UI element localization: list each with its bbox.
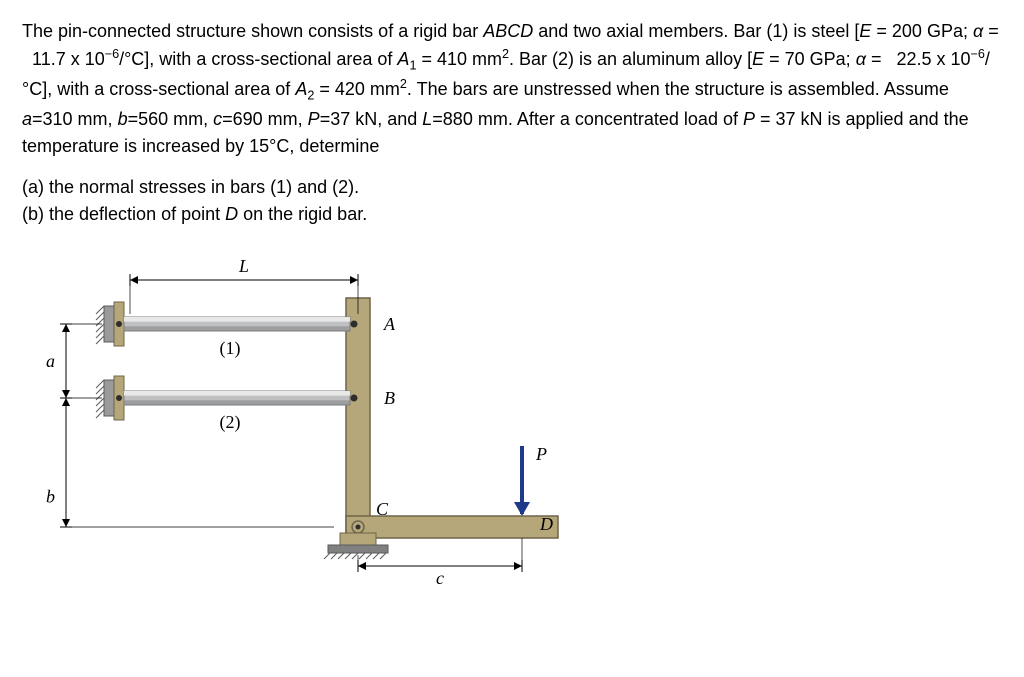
txt: 22.5 x 10 (896, 49, 970, 69)
svg-text:L: L (238, 256, 249, 276)
txt: and two axial members. Bar (1) is steel … (533, 21, 859, 41)
txt: /°C], with a cross-sectional area of (119, 49, 397, 69)
txt: on the rigid bar. (238, 204, 367, 224)
txt: =310 mm, (32, 109, 118, 129)
svg-text:b: b (46, 486, 55, 506)
exp: −6 (105, 47, 119, 61)
txt: =560 mm, (128, 109, 214, 129)
sym-L: L (422, 109, 432, 129)
txt: =37 kN, and (320, 109, 423, 129)
sym-D: D (225, 204, 238, 224)
svg-text:c: c (436, 568, 444, 586)
svg-text:a: a (46, 351, 55, 371)
label-abcd: ABCD (483, 21, 533, 41)
sym-P: P (308, 109, 320, 129)
exp: −6 (971, 47, 985, 61)
txt: = 410 mm (416, 49, 502, 69)
svg-text:B: B (384, 388, 395, 408)
txt: = 200 GPa; (871, 21, 973, 41)
sym-alpha: α (973, 21, 983, 41)
txt: . The bars are unstressed when the struc… (407, 79, 949, 99)
structure-diagram: L (1) (2) A B C D Pa b c (22, 246, 582, 586)
sym-E: E (752, 49, 764, 69)
sym-P: P (743, 109, 755, 129)
questions: (a) the normal stresses in bars (1) and … (22, 174, 1002, 228)
txt: 11.7 x 10 (32, 49, 105, 69)
sym-b: b (118, 109, 128, 129)
txt: = (866, 49, 887, 69)
sym-A: A (397, 49, 409, 69)
sym-a: a (22, 109, 32, 129)
sym-E: E (859, 21, 871, 41)
figure: L (1) (2) A B C D Pa b c (22, 246, 1002, 586)
svg-text:P: P (535, 444, 547, 464)
sym-alpha: α (856, 49, 866, 69)
question-b: (b) the deflection of point D on the rig… (22, 201, 1002, 228)
exp: 2 (400, 77, 407, 91)
txt: =690 mm, (222, 109, 308, 129)
svg-text:C: C (376, 499, 389, 519)
sym-A: A (295, 79, 307, 99)
txt: = (983, 21, 999, 41)
problem-statement: The pin-connected structure shown consis… (22, 18, 1002, 160)
txt: The pin-connected structure shown consis… (22, 21, 483, 41)
exp: 2 (502, 47, 509, 61)
svg-text:(2): (2) (220, 412, 241, 433)
svg-text:A: A (383, 314, 396, 334)
txt: =880 mm. After a concentrated load of (432, 109, 743, 129)
txt: . Bar (2) is an aluminum alloy [ (509, 49, 752, 69)
svg-text:(1): (1) (220, 338, 241, 359)
sym-c: c (213, 109, 222, 129)
txt: = 420 mm (314, 79, 400, 99)
txt: (b) the deflection of point (22, 204, 225, 224)
txt: = 70 GPa; (764, 49, 856, 69)
svg-text:D: D (539, 514, 553, 534)
question-a: (a) the normal stresses in bars (1) and … (22, 174, 1002, 201)
